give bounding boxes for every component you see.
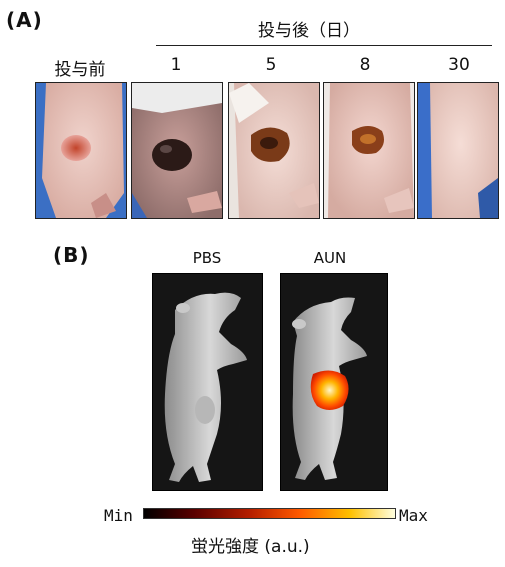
day-label: 5 bbox=[265, 55, 277, 75]
panel-b-label: (B) bbox=[53, 243, 90, 267]
wound-photo-day8 bbox=[323, 82, 415, 219]
day-label: 30 bbox=[448, 55, 470, 75]
wound-photo-day1 bbox=[131, 82, 223, 219]
days-after-header: 投与後（日） bbox=[258, 21, 360, 41]
wound-photo-day30 bbox=[417, 82, 499, 219]
fluorescence-signal bbox=[310, 370, 349, 410]
pre-dose-label: 投与前 bbox=[54, 60, 106, 80]
pbs-label: PBS bbox=[192, 249, 222, 267]
wound-photo-day5 bbox=[228, 82, 320, 219]
intensity-colorbar bbox=[143, 508, 396, 519]
header-rule bbox=[156, 45, 492, 46]
scale-max-label: Max bbox=[399, 506, 428, 525]
day-label: 1 bbox=[170, 55, 182, 75]
scale-min-label: Min bbox=[104, 506, 133, 525]
aun-fluorescence-image bbox=[280, 273, 388, 491]
day-label: 8 bbox=[359, 55, 371, 75]
panel-a-label: (A) bbox=[6, 8, 43, 32]
scale-title: 蛍光強度 (a.u.) bbox=[191, 537, 310, 557]
pbs-fluorescence-image bbox=[152, 273, 263, 491]
aun-label: AUN bbox=[313, 249, 347, 267]
wound-photo-pre bbox=[35, 82, 127, 219]
